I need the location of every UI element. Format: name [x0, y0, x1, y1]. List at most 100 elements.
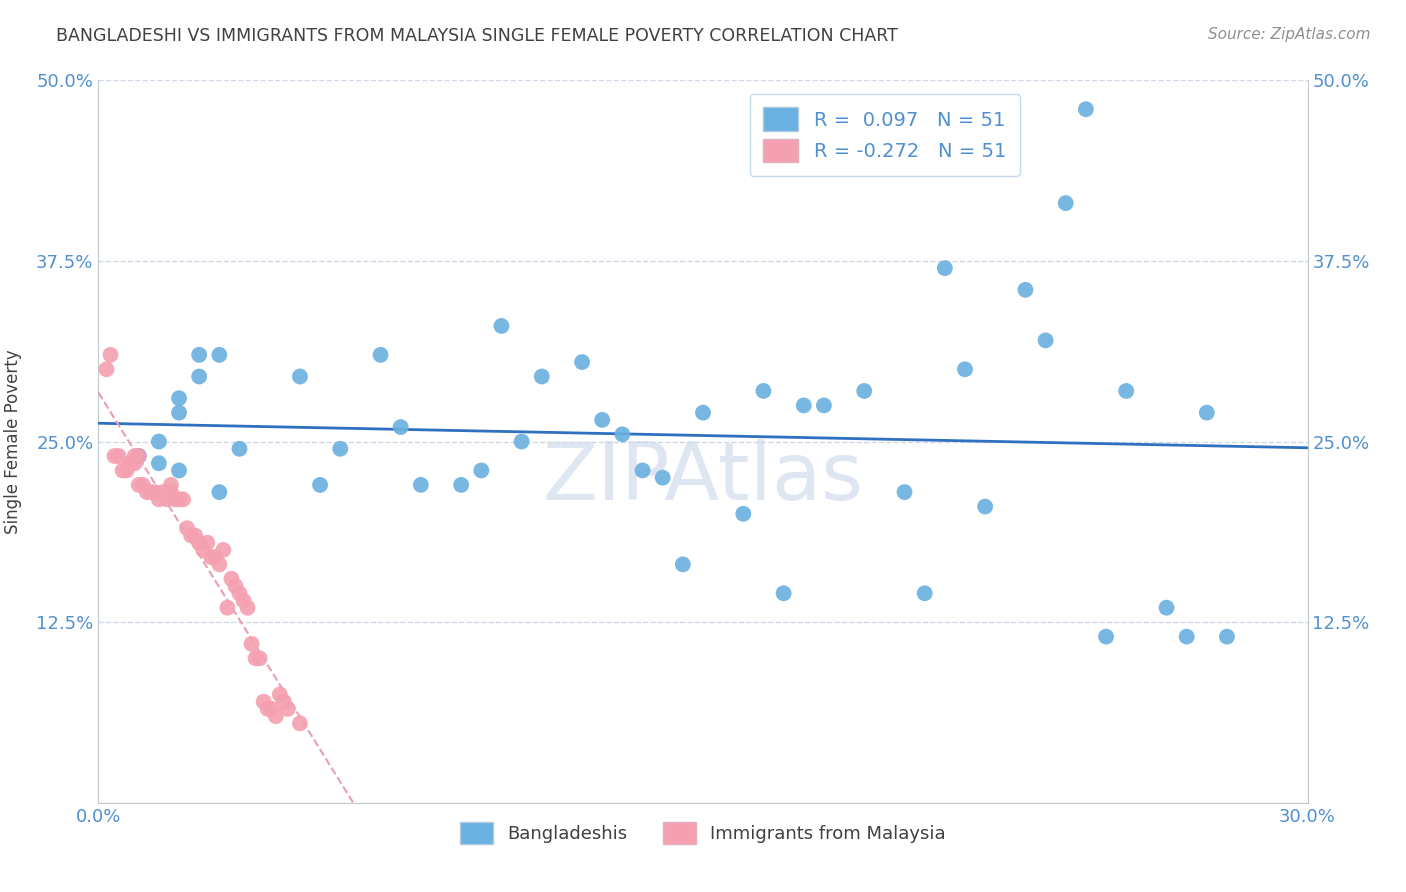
Point: [813, 398, 835, 412]
Point: [167, 391, 190, 405]
Point: [160, 485, 183, 500]
Point: [103, 449, 125, 463]
Point: [208, 558, 231, 572]
Point: [974, 500, 997, 514]
Point: [156, 492, 179, 507]
Point: [934, 261, 956, 276]
Point: [1054, 196, 1077, 211]
Point: [1014, 283, 1036, 297]
Point: [309, 478, 332, 492]
Point: [152, 485, 174, 500]
Point: [160, 478, 183, 492]
Point: [1095, 630, 1118, 644]
Point: [124, 449, 146, 463]
Point: [1195, 406, 1218, 420]
Point: [470, 463, 492, 477]
Point: [208, 485, 231, 500]
Point: [204, 550, 226, 565]
Point: [389, 420, 412, 434]
Point: [450, 478, 472, 492]
Point: [277, 702, 299, 716]
Point: [236, 600, 259, 615]
Point: [269, 687, 291, 701]
Point: [188, 348, 211, 362]
Point: [184, 528, 207, 542]
Point: [167, 406, 190, 420]
Point: [195, 535, 218, 549]
Point: [120, 456, 142, 470]
Point: [240, 637, 263, 651]
Point: [288, 369, 311, 384]
Point: [772, 586, 794, 600]
Point: [232, 593, 254, 607]
Point: [100, 348, 122, 362]
Point: [260, 702, 283, 716]
Point: [111, 463, 134, 477]
Point: [530, 369, 553, 384]
Text: BANGLADESHI VS IMMIGRANTS FROM MALAYSIA SINGLE FEMALE POVERTY CORRELATION CHART: BANGLADESHI VS IMMIGRANTS FROM MALAYSIA …: [56, 27, 898, 45]
Point: [128, 449, 150, 463]
Point: [253, 695, 276, 709]
Point: [288, 716, 311, 731]
Point: [733, 507, 755, 521]
Point: [120, 456, 142, 470]
Point: [256, 702, 278, 716]
Point: [651, 470, 673, 484]
Point: [96, 362, 118, 376]
Point: [128, 478, 150, 492]
Point: [491, 318, 513, 333]
Point: [167, 492, 190, 507]
Text: Source: ZipAtlas.com: Source: ZipAtlas.com: [1208, 27, 1371, 42]
Point: [228, 442, 250, 456]
Y-axis label: Single Female Poverty: Single Female Poverty: [4, 350, 22, 533]
Point: [1035, 334, 1057, 348]
Point: [224, 579, 246, 593]
Point: [853, 384, 876, 398]
Point: [200, 550, 222, 565]
Point: [148, 492, 170, 507]
Point: [591, 413, 613, 427]
Point: [672, 558, 695, 572]
Point: [1156, 600, 1178, 615]
Point: [1216, 630, 1239, 644]
Point: [953, 362, 976, 376]
Point: [1074, 102, 1097, 116]
Point: [172, 492, 194, 507]
Point: [228, 586, 250, 600]
Point: [176, 521, 198, 535]
Point: [370, 348, 392, 362]
Point: [612, 427, 634, 442]
Point: [193, 542, 215, 557]
Point: [221, 572, 243, 586]
Point: [752, 384, 775, 398]
Point: [188, 535, 211, 549]
Point: [167, 463, 190, 477]
Point: [692, 406, 714, 420]
Legend: Bangladeshis, Immigrants from Malaysia: Bangladeshis, Immigrants from Malaysia: [453, 815, 953, 852]
Point: [264, 709, 287, 723]
Point: [409, 478, 432, 492]
Point: [245, 651, 267, 665]
Point: [139, 485, 162, 500]
Point: [115, 463, 138, 477]
Point: [510, 434, 533, 449]
Point: [893, 485, 915, 500]
Text: ZIPAtlas: ZIPAtlas: [543, 439, 863, 516]
Point: [132, 478, 155, 492]
Point: [107, 449, 129, 463]
Point: [793, 398, 815, 412]
Point: [1175, 630, 1198, 644]
Point: [148, 456, 170, 470]
Point: [249, 651, 271, 665]
Point: [135, 485, 157, 500]
Point: [1115, 384, 1137, 398]
Point: [188, 369, 211, 384]
Point: [163, 492, 186, 507]
Point: [148, 434, 170, 449]
Point: [180, 528, 202, 542]
Point: [143, 485, 166, 500]
Point: [914, 586, 936, 600]
Point: [571, 355, 593, 369]
Point: [273, 695, 295, 709]
Point: [208, 348, 231, 362]
